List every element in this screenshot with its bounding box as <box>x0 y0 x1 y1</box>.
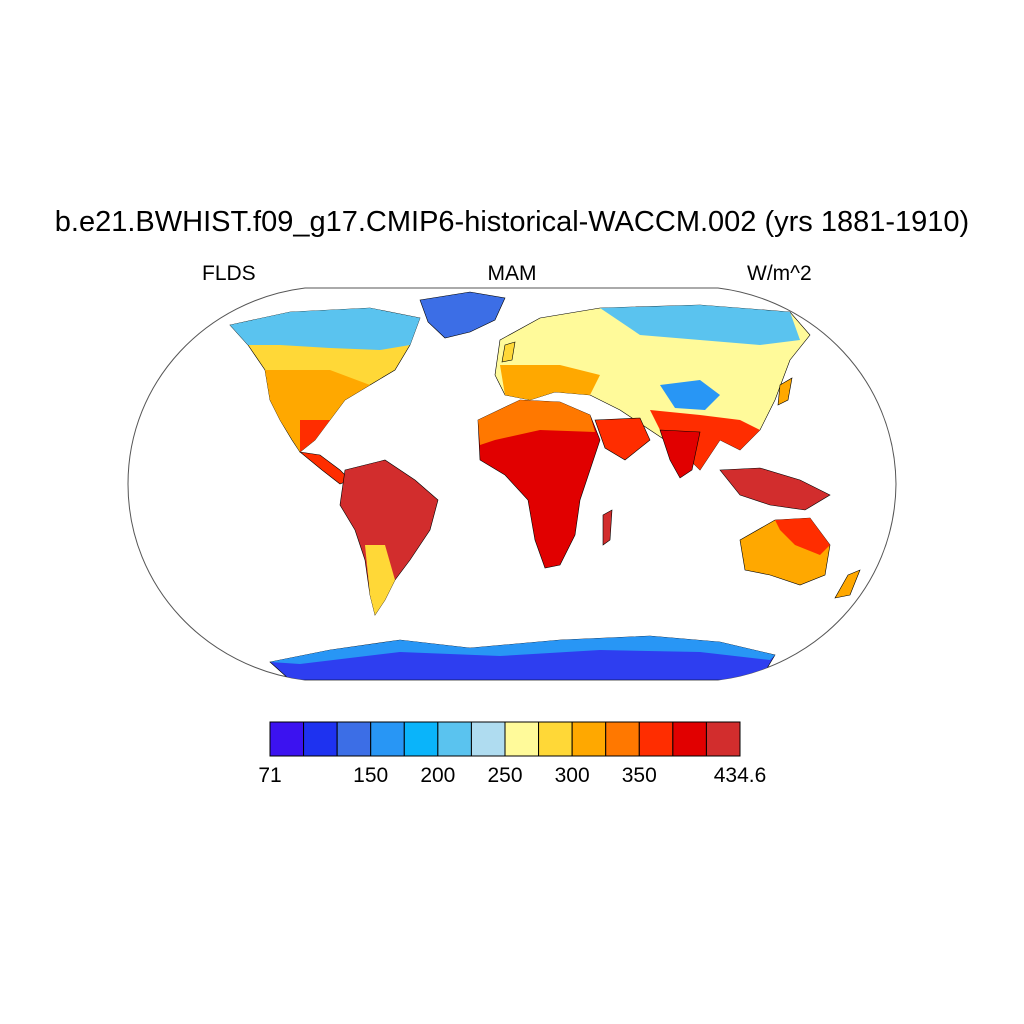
british-isles <box>501 341 516 363</box>
variable-label: FLDS <box>202 262 256 285</box>
colorbar-box <box>269 721 305 757</box>
greenland <box>419 291 506 339</box>
india <box>659 429 701 479</box>
colorbar-box <box>303 721 338 757</box>
colorbar-box <box>638 721 674 757</box>
new-zealand <box>834 569 861 599</box>
season-label: MAM <box>487 262 537 285</box>
colorbar-tick-label: 250 <box>487 764 523 787</box>
colorbar-box <box>705 721 741 757</box>
plot-title: b.e21.BWHIST.f09_g17.CMIP6-historical-WA… <box>54 206 970 238</box>
colorbar-tick-label: 350 <box>621 764 657 787</box>
colorbar-box <box>504 721 540 757</box>
japan <box>777 377 793 406</box>
madagascar <box>602 509 613 546</box>
colorbar-box <box>571 721 607 757</box>
colorbar-box <box>672 721 707 757</box>
colorbar-box <box>538 721 573 757</box>
colorbar-box <box>370 721 405 757</box>
colorbar-tick-label: 434.6 <box>713 764 767 787</box>
colorbar-tick-label: 150 <box>353 764 389 787</box>
colorbar-box <box>470 721 506 757</box>
colorbar-box <box>437 721 472 757</box>
colorbar-tick-label: 71 <box>258 764 282 787</box>
colorbar-tick-label: 200 <box>420 764 456 787</box>
colorbar-box <box>336 721 372 757</box>
colorbar-box <box>403 721 439 757</box>
maritime-continent <box>719 467 831 511</box>
colorbar-box <box>605 721 640 757</box>
units-label: W/m^2 <box>747 262 812 285</box>
arabia <box>594 417 651 461</box>
colorbar-tick-label: 300 <box>554 764 590 787</box>
